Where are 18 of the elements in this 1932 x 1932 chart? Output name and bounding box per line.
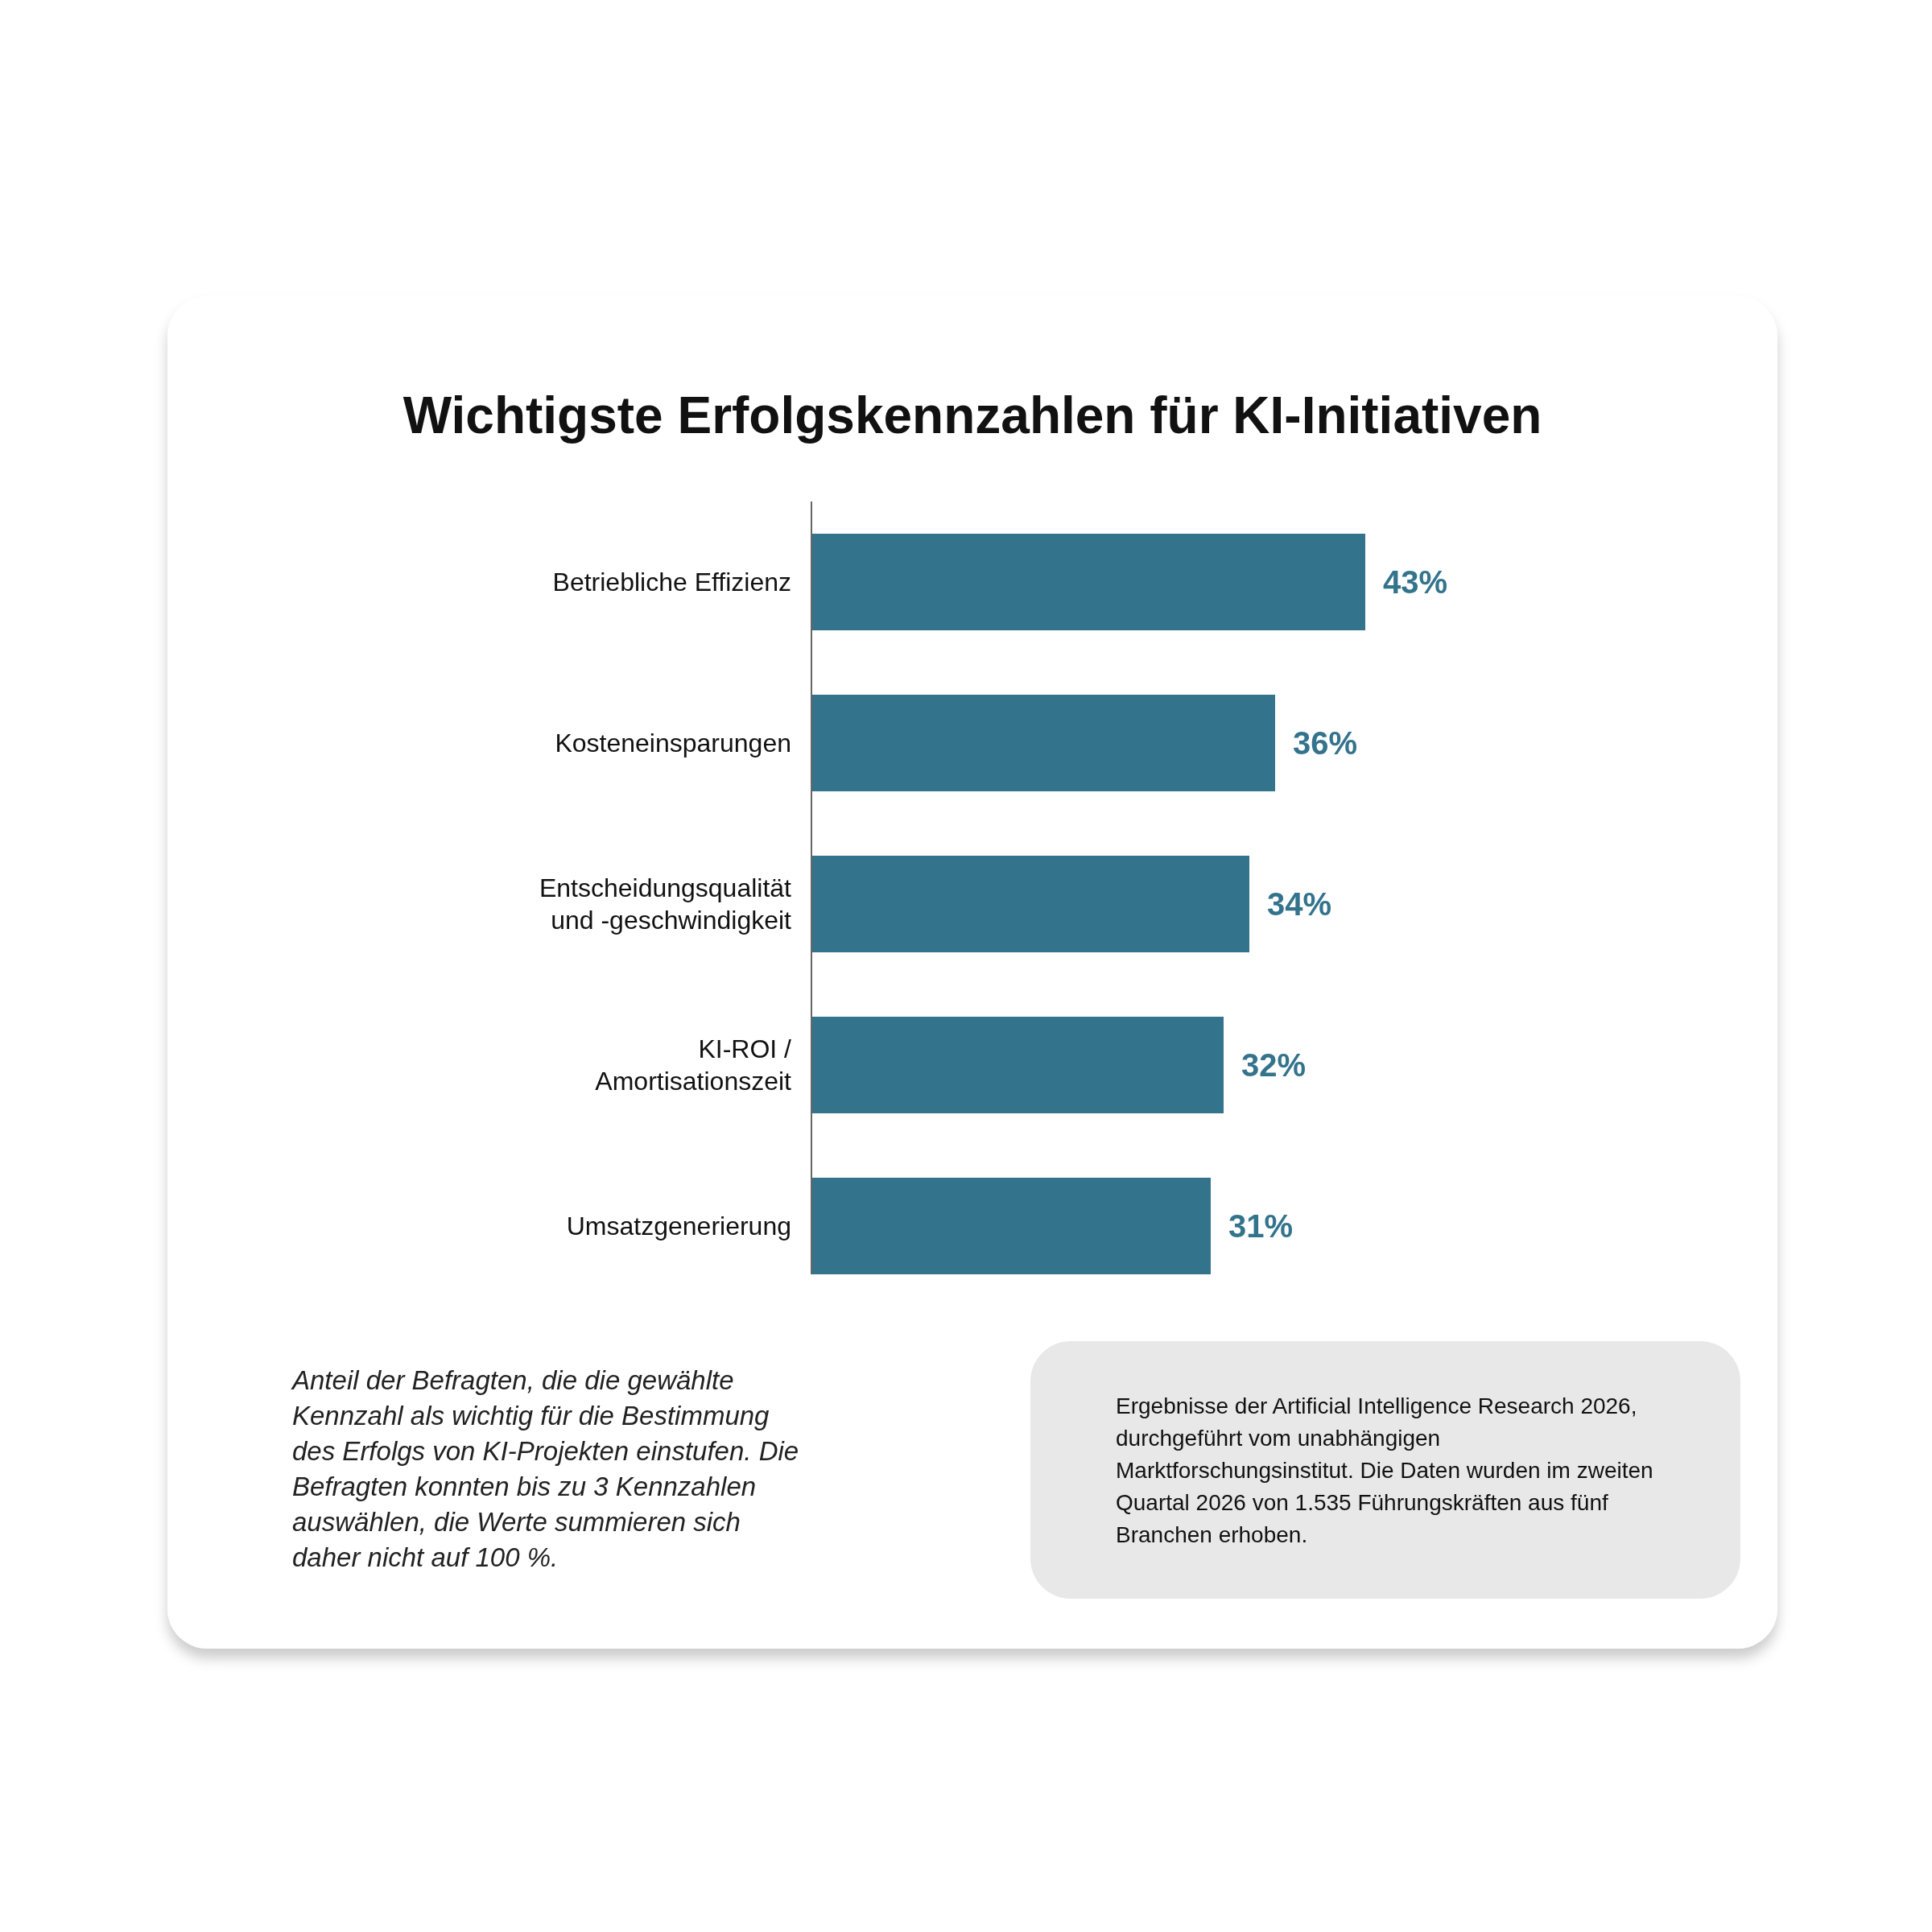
y-tick-label: Betriebliche Effizienz: [552, 568, 791, 597]
data-label: 34%: [1267, 886, 1332, 922]
data-label: 43%: [1383, 564, 1448, 600]
bar: [811, 1178, 1211, 1274]
bar: [811, 695, 1275, 791]
chart-title: Wichtigste Erfolgskennzahlen für KI-Initiativen: [402, 386, 1542, 444]
bar: [811, 1017, 1224, 1113]
data-label: 31%: [1228, 1208, 1294, 1244]
y-tick-label: KI-ROI / Amortisationszeit: [595, 1034, 792, 1096]
y-tick-label: Entscheidungsqualität und -geschwindigkeit: [539, 873, 792, 935]
data-label: 36%: [1293, 725, 1358, 761]
bar: [811, 856, 1249, 952]
bar: [811, 534, 1365, 630]
y-tick-label: Kosteneinsparungen: [555, 729, 791, 758]
y-tick-label: Umsatzgenerierung: [566, 1212, 791, 1241]
text: Anteil der Befragten, die die gewählte Kennzahl als wichtig für die Bestimmung des Erfolgs von KI-Projekten einstufen. Die Befragten konnten bis zu 3 Kennzahlen auswählen, die Werte summieren sich daher nicht auf 100 %.: [291, 1365, 799, 1572]
data-label: 32%: [1241, 1047, 1307, 1083]
text: Ergebnisse der Artificial Intelligence Research 2026, durchgeführt vom unabhängigen Marktforschungsinstitut. Die Daten wurden im zweiten Quartal 2026 von 1.535 Führungskräften aus fünf Branchen erhoben.: [1116, 1393, 1653, 1547]
